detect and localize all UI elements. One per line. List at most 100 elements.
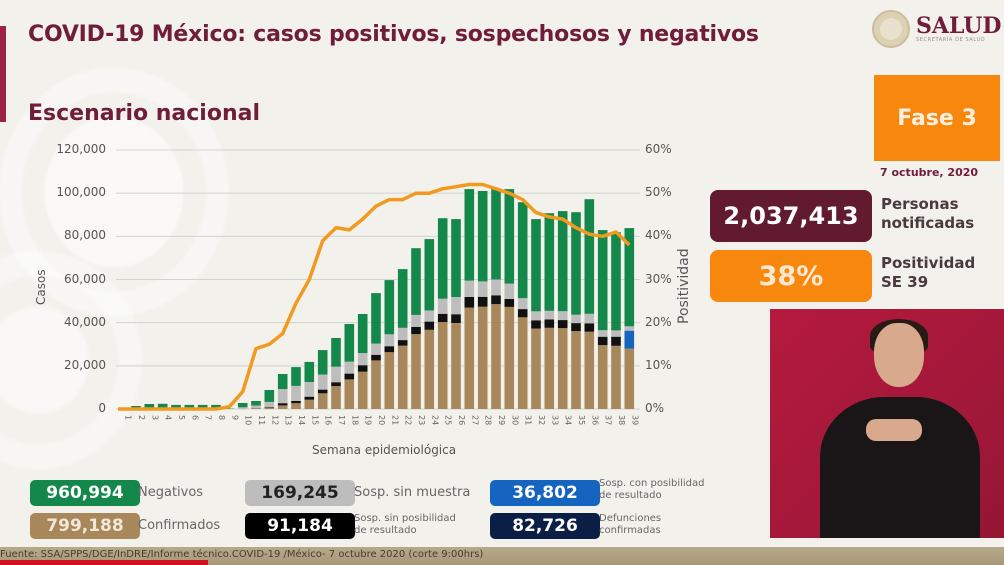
bar-segment — [317, 374, 328, 390]
bar-segment — [144, 404, 155, 409]
bar-segment — [211, 404, 221, 409]
bar-segment — [437, 313, 448, 322]
bar-segment — [264, 390, 275, 402]
x-tick-label: 35 — [577, 415, 586, 425]
bar-segment — [291, 367, 301, 386]
cases-chart: 1 2 3 4 5 6 7 8 9 10 11 12 13 14 15 16 17 18 19 20 21 22 23 24 2… — [0, 140, 700, 460]
bar-segment — [531, 311, 541, 321]
defunciones-label: Defunciones confirmadas — [599, 513, 662, 536]
x-tick-label: 17 — [337, 415, 346, 425]
bar-segment — [304, 396, 315, 400]
source-footnote: Fuente: SSA/SPPS/DGE/InDRE/Informe técni… — [0, 549, 484, 560]
x-tick-label: 11 — [257, 415, 266, 425]
bar-segment — [544, 310, 555, 320]
x-tick-label: 28 — [484, 415, 493, 425]
bar-segment — [557, 211, 568, 312]
x-tick-label: 12 — [270, 415, 279, 425]
bar-segment — [344, 379, 355, 409]
bar-segment — [384, 346, 395, 353]
bar-segment — [424, 310, 435, 322]
bar-segment — [264, 401, 275, 407]
bar-segment — [584, 199, 595, 314]
bar-segment — [304, 399, 315, 409]
y2-tick-label: 40% — [645, 228, 672, 243]
y2-tick-label: 50% — [645, 185, 672, 200]
bar-segment — [411, 334, 421, 409]
salud-logo: SALUD SECRETARÍA DE SALUD — [872, 10, 1002, 48]
x-tick-label: 24 — [430, 415, 439, 425]
interpreter-head — [874, 323, 924, 387]
bar-segment — [397, 345, 408, 409]
bar-segment — [424, 329, 435, 409]
x-tick-label: 31 — [524, 415, 533, 425]
x-tick-label: 38 — [617, 415, 626, 425]
bar-segment — [611, 330, 621, 337]
y-tick-label: 20,000 — [64, 357, 106, 372]
bar-segment — [597, 336, 608, 346]
confirmados-label: Confirmados — [138, 518, 221, 533]
bar-segment — [517, 298, 528, 310]
y-axis-label: Casos — [34, 269, 48, 305]
bar-segment — [557, 328, 568, 409]
bar-segment — [624, 330, 635, 349]
bar-segment — [611, 336, 621, 346]
logo-subtitle: SECRETARÍA DE SALUD — [916, 37, 986, 43]
negativos-label: Negativos — [138, 485, 204, 500]
bar-segment — [411, 326, 421, 335]
x-tick-label: 27 — [470, 415, 479, 425]
x-tick-label: 16 — [324, 415, 333, 425]
y-tick-label: 40,000 — [64, 314, 106, 329]
x-tick-label: 5 — [177, 415, 186, 420]
stacked-bar-chart: 1 2 3 4 5 6 7 8 9 10 11 12 13 14 15 16 17 18 19 20 21 22 23 24 2… — [116, 149, 640, 425]
bar-segment — [357, 371, 368, 409]
footer-bar — [0, 547, 1004, 565]
bar-segment — [397, 327, 408, 341]
bar-segment — [531, 328, 541, 409]
bar-segment — [437, 322, 448, 409]
bar-segment — [491, 304, 501, 409]
bar-segment — [464, 297, 475, 308]
x-tick-label: 39 — [630, 415, 639, 425]
bar-segment — [384, 280, 395, 335]
bar-segment — [477, 281, 488, 297]
bar-segment — [544, 319, 555, 328]
x-tick-label: 1 — [124, 415, 133, 420]
y-tick-label: 0 — [98, 401, 106, 415]
x-tick-label: 3 — [150, 415, 159, 420]
bar-segment — [357, 314, 368, 354]
bar-segment — [331, 338, 341, 367]
bar-segment — [184, 404, 195, 409]
y2-tick-label: 10% — [645, 357, 672, 372]
bar-segment — [531, 219, 541, 312]
bar-segment — [331, 366, 341, 383]
phase-badge: Fase 3 — [874, 75, 1000, 161]
x-tick-label: 9 — [230, 415, 239, 420]
x-tick-label: 21 — [390, 415, 399, 425]
sin-muestra-value: 169,245 — [245, 480, 355, 506]
y2-axis-label: Positividad — [676, 248, 692, 324]
confirmados-value: 799,188 — [30, 513, 140, 539]
interpreter-hands — [866, 419, 922, 441]
bar-segment — [331, 382, 341, 387]
bar-segment — [291, 385, 301, 401]
bar-segment — [237, 407, 248, 409]
bar-segment — [357, 365, 368, 372]
bar-segment — [344, 324, 355, 362]
bar-segment — [517, 317, 528, 409]
bar-segment — [277, 374, 288, 390]
bar-segment — [371, 293, 381, 344]
bar-segment — [611, 345, 621, 409]
bar-segment — [517, 202, 528, 299]
x-tick-label: 6 — [190, 415, 199, 420]
national-seal-icon — [872, 10, 910, 48]
sin-posibilidad-label: Sosp. sin posibilidad de resultado — [354, 513, 456, 536]
bar-segment — [397, 269, 408, 328]
bar-segment — [571, 314, 581, 324]
x-tick-label: 18 — [350, 415, 359, 425]
x-tick-label: 23 — [417, 415, 426, 425]
x-tick-label: 36 — [590, 415, 599, 425]
report-date: 7 octubre, 2020 — [880, 166, 979, 179]
bar-segment — [477, 191, 488, 282]
y-tick-label: 100,000 — [56, 185, 106, 200]
x-axis-label: Semana epidemiológica — [312, 443, 457, 457]
